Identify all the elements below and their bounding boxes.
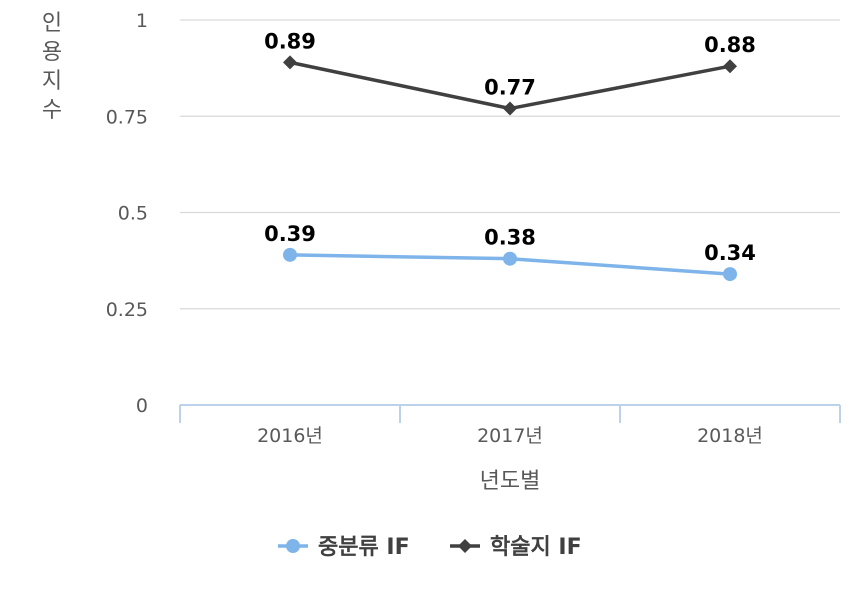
y-axis-title-char: 지 bbox=[42, 69, 62, 94]
x-tick-label: 2016년 bbox=[257, 425, 323, 447]
data-labels: 0.39 0.38 0.34 0.89 0.77 0.88 bbox=[264, 29, 756, 265]
y-axis-title-char: 수 bbox=[42, 98, 62, 123]
legend-circle-marker bbox=[286, 539, 300, 553]
y-tick-label: 0.75 bbox=[106, 106, 148, 128]
data-point bbox=[283, 55, 297, 70]
data-point bbox=[723, 59, 737, 74]
series bbox=[283, 55, 737, 282]
y-tick-label: 1 bbox=[136, 10, 148, 32]
x-tick-label: 2017년 bbox=[477, 425, 543, 447]
x-axis-title: 년도별 bbox=[480, 469, 541, 494]
data-point bbox=[723, 267, 737, 282]
y-tick-label: 0.5 bbox=[118, 203, 148, 225]
data-label: 0.77 bbox=[484, 76, 536, 100]
data-label: 0.88 bbox=[704, 33, 756, 57]
legend-label: 학술지 IF bbox=[490, 535, 582, 560]
data-label: 0.89 bbox=[264, 29, 316, 53]
y-axis-title-char: 인 bbox=[42, 11, 62, 36]
data-label: 0.34 bbox=[704, 241, 756, 265]
legend-label: 중분류 IF bbox=[318, 535, 410, 560]
data-label: 0.39 bbox=[264, 222, 316, 246]
data-point bbox=[503, 251, 517, 266]
y-tick-label: 0.25 bbox=[106, 299, 148, 321]
data-point bbox=[503, 101, 517, 116]
legend: 중분류 IF 학술지 IF bbox=[278, 535, 582, 560]
y-axis-title-char: 용 bbox=[42, 40, 62, 65]
x-tick-label: 2018년 bbox=[697, 425, 763, 447]
y-tick-label: 0 bbox=[136, 395, 148, 417]
y-axis-tick-labels: 0 0.25 0.5 0.75 1 bbox=[106, 10, 148, 417]
data-label: 0.38 bbox=[484, 226, 536, 250]
gridlines bbox=[180, 19, 840, 310]
x-axis bbox=[179, 404, 841, 423]
legend-diamond-marker bbox=[458, 539, 472, 553]
data-point bbox=[283, 247, 297, 262]
x-axis-tick-labels: 2016년 2017년 2018년 bbox=[257, 425, 763, 447]
